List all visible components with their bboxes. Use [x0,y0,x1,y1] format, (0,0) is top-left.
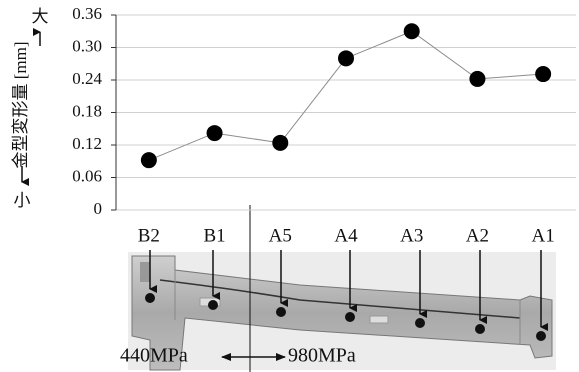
data-point [207,125,223,141]
data-point [469,71,485,87]
data-point [338,50,354,66]
y-axis-title: 金型変形量 [mm] [11,41,30,168]
y-tick-label: 0 [94,199,103,218]
data-point [404,23,420,39]
x-tick-label: A4 [334,225,358,246]
location-dot [415,318,425,328]
y-high-label: 大 [32,7,49,26]
y-tick-label: 0.24 [72,69,102,88]
location-dot [345,312,355,322]
x-tick-label: A5 [269,225,292,246]
y-low-label: 小 [14,191,31,210]
annotation: 440MPa [120,345,188,367]
location-dot [475,324,485,334]
data-point [272,135,288,151]
y-tick-label: 0.18 [72,101,102,120]
y-tick-label: 0.06 [72,166,102,185]
annotation: 980MPa [288,345,356,367]
x-tick-label: A2 [466,225,489,246]
x-tick-label: B1 [203,225,225,246]
x-tick-label: A3 [400,225,423,246]
chart: 440MPa 980MPa 金型変形量 [mm] 大 小 0 0.06 0.12 0.… [0,0,579,372]
location-dot [145,293,155,303]
y-tick-label: 0.12 [72,134,102,153]
y-tick-label: 0.36 [72,4,102,23]
data-point [141,152,157,168]
y-tick-label: 0.30 [72,36,102,55]
data-point [535,66,551,82]
location-dot [276,307,286,317]
x-tick-label: A1 [532,225,555,246]
x-tick-label: B2 [138,225,160,246]
location-dot [208,300,218,310]
location-dot [536,331,546,341]
